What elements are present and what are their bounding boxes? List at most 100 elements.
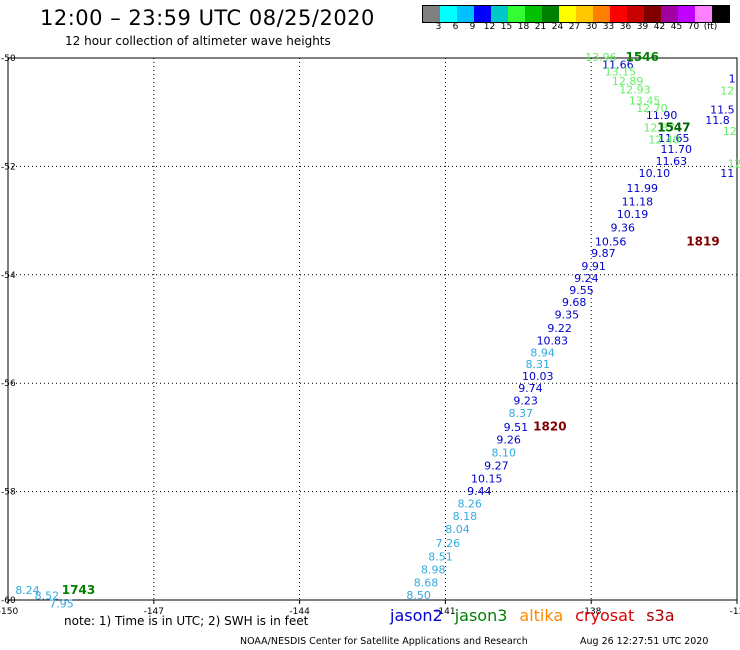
wave-height-point: 11.90	[646, 109, 678, 122]
wave-height-point: 8.31	[525, 358, 550, 371]
y-tick-label: -56	[1, 379, 16, 389]
wave-height-point: 10.15	[471, 473, 503, 486]
wave-height-point: 9.44	[467, 485, 492, 498]
color-scale-label: 70	[687, 22, 700, 32]
x-tick-label: -150	[0, 607, 18, 617]
wave-height-point: 11.8	[705, 114, 730, 127]
wave-height-point: 9.55	[569, 284, 594, 297]
color-swatch	[542, 6, 559, 22]
wave-height-point: 11.70	[661, 143, 693, 156]
color-scale-label: 15	[500, 22, 513, 32]
color-swatch	[508, 6, 525, 22]
wave-height-point: 11.18	[622, 196, 654, 209]
color-swatch	[610, 6, 627, 22]
wave-height-point: 9.74	[518, 382, 543, 395]
color-swatch	[525, 6, 542, 22]
x-tick-label: -144	[289, 607, 310, 617]
wave-height-point: 8.52	[35, 590, 60, 603]
color-swatch	[593, 6, 610, 22]
wave-height-point: 12.93	[619, 83, 651, 96]
color-scale-label: 45	[670, 22, 683, 32]
wave-height-point: 7.26	[436, 537, 461, 550]
color-swatch	[559, 6, 576, 22]
pass-time-label: 1820	[533, 420, 566, 434]
y-tick-label: -58	[1, 488, 16, 498]
pass-time-label: 1819	[686, 235, 719, 249]
footer-note: note: 1) Time is in UTC; 2) SWH is in fe…	[64, 614, 309, 628]
wave-height-point: 12	[720, 85, 734, 98]
color-scale-label: 9	[469, 22, 476, 32]
color-scale-label: 3	[435, 22, 442, 32]
wave-height-point: 8.24	[15, 584, 40, 597]
wave-height-point: 8.51	[428, 551, 453, 564]
x-tick-label: -141	[435, 607, 455, 617]
wave-height-point: 9.68	[562, 296, 587, 309]
legend-item-jason2: jason2	[390, 606, 443, 625]
wave-height-point: 12.40	[648, 133, 680, 146]
color-scale-label: 21	[534, 22, 547, 32]
color-swatch	[440, 6, 457, 22]
color-swatch	[644, 6, 661, 22]
pass-time-label: 1547	[657, 120, 690, 134]
footer-credit: NOAA/NESDIS Center for Satellite Applica…	[240, 636, 528, 647]
wave-height-point: 9.26	[496, 434, 521, 447]
color-swatch	[457, 6, 474, 22]
wave-height-point: 8.18	[453, 510, 478, 523]
legend-item-jason3: jason3	[454, 606, 508, 625]
color-swatch	[678, 6, 695, 22]
wave-height-point: 8.94	[530, 346, 555, 359]
color-scale-label: 33	[602, 22, 615, 32]
wave-height-point: 9.35	[555, 308, 580, 321]
wave-height-point: 1	[729, 73, 736, 86]
wave-height-point: 12.89	[612, 75, 644, 88]
wave-height-point: 8.98	[421, 564, 446, 577]
wave-height-point: 9.23	[513, 395, 538, 408]
color-scale-bar	[422, 5, 730, 23]
color-swatch	[627, 6, 644, 22]
x-tick-label: -13	[730, 607, 740, 617]
color-swatch	[661, 6, 678, 22]
wave-height-point: 11.66	[602, 59, 634, 72]
x-tick-label: -138	[581, 607, 602, 617]
pass-time-label: 1743	[62, 583, 95, 597]
color-scale-label: 24	[551, 22, 564, 32]
wave-height-point: 11.63	[656, 155, 688, 168]
wave-height-point: 9.36	[611, 222, 636, 235]
color-swatch	[491, 6, 508, 22]
color-swatch	[474, 6, 491, 22]
wave-height-point: 9.91	[581, 260, 606, 273]
wave-height-point: 9.51	[504, 421, 529, 434]
legend-item-cryosat: cryosat	[575, 606, 635, 625]
color-scale-label: 18	[517, 22, 530, 32]
color-scale-label: 36	[619, 22, 632, 32]
wave-height-point: 8.68	[414, 577, 439, 590]
wave-height-point: 12	[728, 158, 740, 171]
color-swatch	[712, 6, 729, 22]
color-swatch	[576, 6, 593, 22]
satellite-legend: jason2 jason3 altika cryosat s3a	[390, 606, 687, 625]
chart-title: 12:00 – 23:59 UTC 08/25/2020	[40, 6, 375, 30]
wave-height-point: 12.87	[643, 121, 675, 134]
y-tick-label: -52	[1, 162, 16, 172]
wave-height-point: 8.37	[508, 407, 533, 420]
wave-height-point: 13.45	[629, 94, 661, 107]
wave-height-point: 10.56	[595, 236, 627, 249]
color-swatch	[423, 6, 440, 22]
wave-height-point: 11.5	[710, 103, 735, 116]
wave-height-point: 10.03	[522, 370, 554, 383]
legend-item-s3a: s3a	[646, 606, 675, 625]
color-scale-label: (ft)	[703, 22, 718, 32]
color-scale-label: 39	[636, 22, 649, 32]
wave-height-point: 8.26	[457, 498, 482, 511]
wave-height-point: 7.95	[49, 597, 74, 610]
legend-item-altika: altika	[519, 606, 564, 625]
wave-height-point: 10.19	[617, 208, 649, 221]
color-scale-label: 42	[653, 22, 666, 32]
wave-height-point: 13.15	[605, 66, 637, 79]
color-scale-label: 27	[568, 22, 581, 32]
chart-subtitle: 12 hour collection of altimeter wave hei…	[65, 34, 331, 48]
wave-height-point: 11.65	[658, 132, 690, 145]
plot-frame	[7, 57, 738, 601]
color-scale-label: 30	[585, 22, 598, 32]
